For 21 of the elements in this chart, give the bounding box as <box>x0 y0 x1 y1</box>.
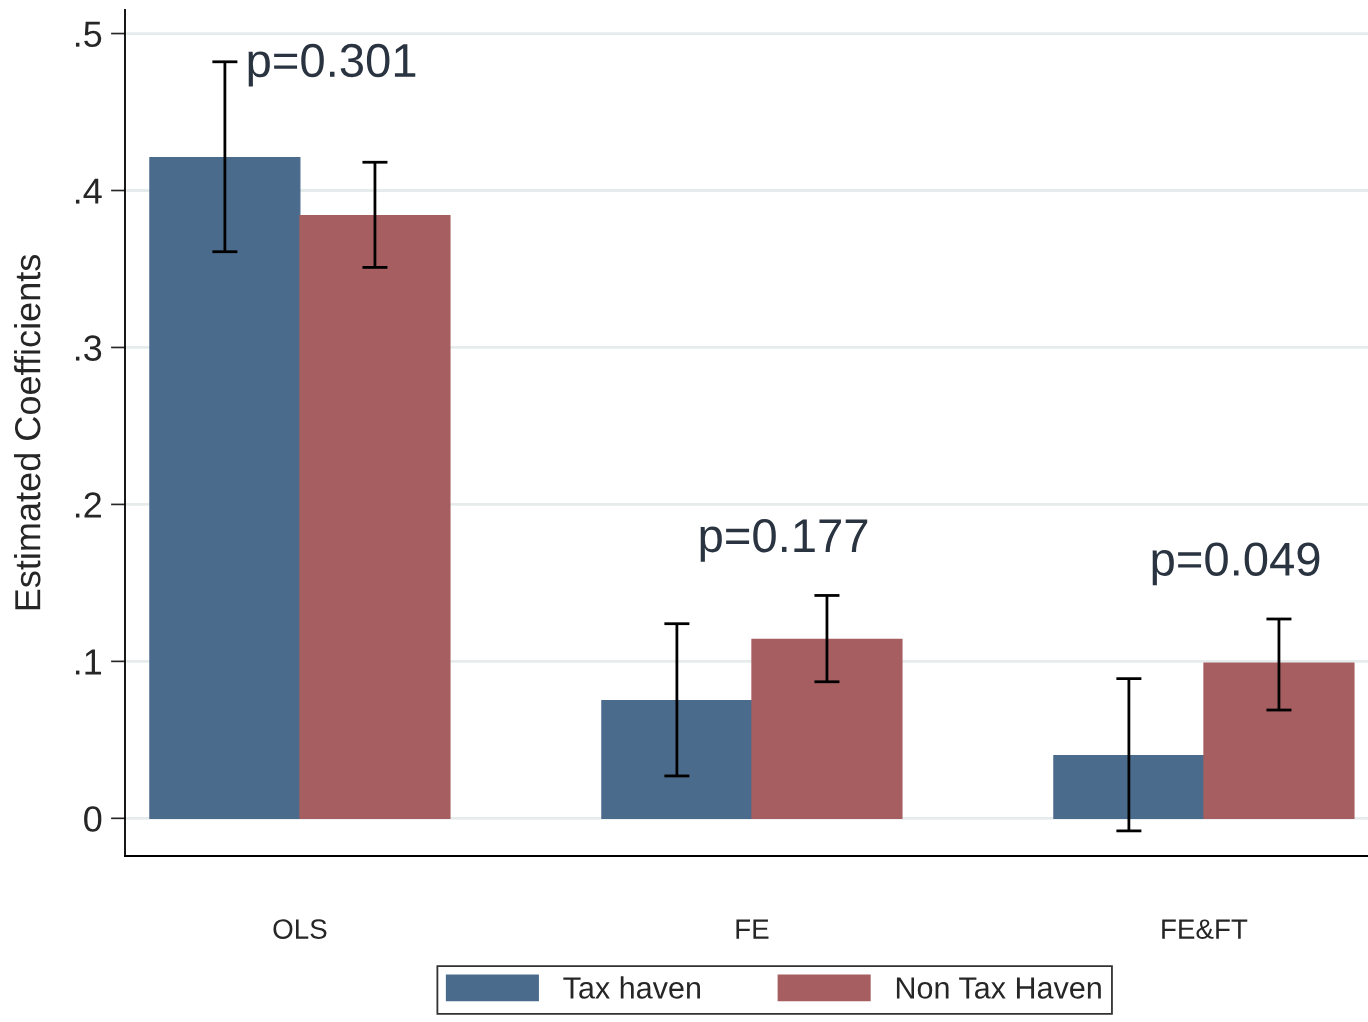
y-tick-label: .4 <box>75 178 102 204</box>
legend-label: Non Tax Haven <box>896 977 1101 999</box>
y-axis-title: Estimated Coefficients <box>14 254 41 610</box>
annotation: p=0.049 <box>1152 542 1320 586</box>
annotation: p=0.301 <box>248 43 416 87</box>
x-tick-label: FE <box>736 919 769 939</box>
annotation: p=0.177 <box>700 518 868 562</box>
bar <box>1203 662 1355 819</box>
bar <box>149 156 301 819</box>
x-tick-label: OLS <box>273 919 327 939</box>
y-tick-label: .5 <box>75 21 102 47</box>
bar <box>299 215 451 819</box>
y-tick-label: .1 <box>75 649 102 675</box>
y-tick-label: .3 <box>75 335 102 361</box>
legend-label: Tax haven <box>563 976 700 999</box>
bar <box>1053 754 1205 819</box>
y-tick-label: .2 <box>75 492 101 518</box>
x-tick-label: FE&FT <box>1162 919 1248 939</box>
bar <box>601 700 753 819</box>
bar <box>751 638 903 819</box>
y-tick-label: 0 <box>84 806 102 832</box>
